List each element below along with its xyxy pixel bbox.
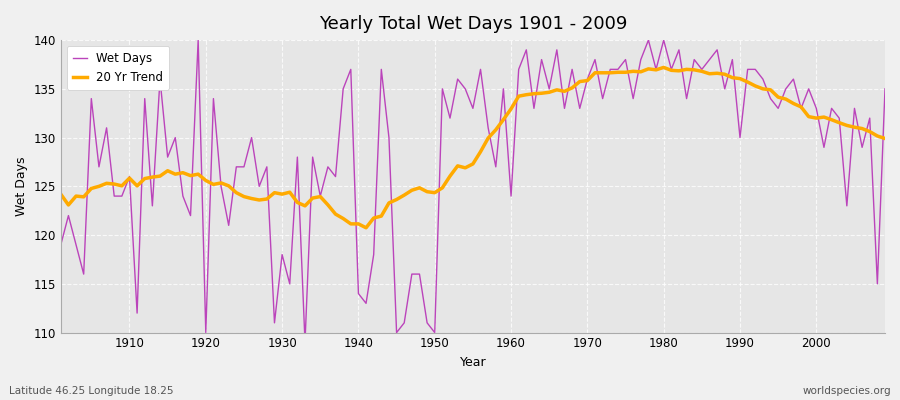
Title: Yearly Total Wet Days 1901 - 2009: Yearly Total Wet Days 1901 - 2009: [319, 15, 627, 33]
20 Yr Trend: [330, 212, 341, 216]
Wet Days: [513, 67, 524, 72]
Wet Days: [116, 194, 127, 198]
20 Yr Trend: [605, 70, 616, 75]
Wet Days: [300, 340, 310, 345]
X-axis label: Year: Year: [460, 356, 486, 369]
Wet Days: [521, 48, 532, 52]
Wet Days: [613, 67, 624, 72]
20 Yr Trend: [116, 184, 127, 188]
20 Yr Trend: [506, 106, 517, 111]
20 Yr Trend: [361, 225, 372, 230]
Text: worldspecies.org: worldspecies.org: [803, 386, 891, 396]
Line: 20 Yr Trend: 20 Yr Trend: [61, 68, 885, 228]
20 Yr Trend: [513, 94, 524, 98]
Wet Days: [292, 155, 302, 160]
Wet Days: [879, 86, 890, 91]
Wet Days: [56, 242, 67, 247]
Text: Latitude 46.25 Longitude 18.25: Latitude 46.25 Longitude 18.25: [9, 386, 174, 396]
Legend: Wet Days, 20 Yr Trend: Wet Days, 20 Yr Trend: [67, 46, 169, 90]
20 Yr Trend: [879, 136, 890, 141]
Y-axis label: Wet Days: Wet Days: [15, 156, 28, 216]
Line: Wet Days: Wet Days: [61, 40, 885, 342]
20 Yr Trend: [658, 65, 669, 70]
20 Yr Trend: [284, 190, 295, 194]
Wet Days: [346, 67, 356, 72]
Wet Days: [193, 38, 203, 42]
20 Yr Trend: [56, 192, 67, 196]
